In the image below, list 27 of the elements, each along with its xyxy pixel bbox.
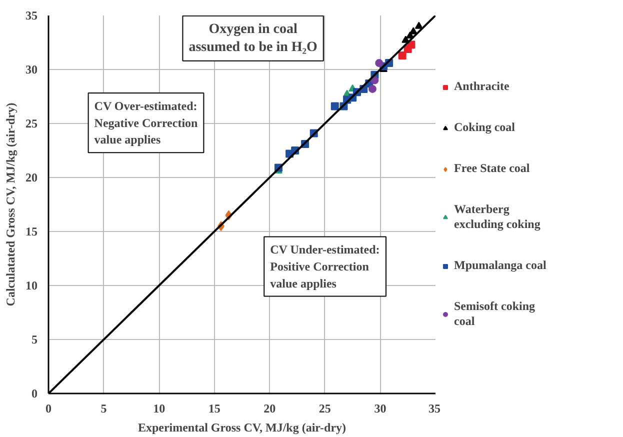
legend-label: Free State coal	[454, 161, 530, 176]
legend-label: Anthracite	[454, 79, 510, 94]
y-tick-label: 20	[26, 170, 38, 184]
x-tick-label: 20	[264, 402, 276, 416]
x-tick-label: 15	[208, 402, 220, 416]
y-axis-title: Calculatated Gross CV, MJ/kg (air-dry)	[4, 102, 18, 306]
legend-label: Mpumalanga coal	[454, 258, 546, 273]
y-tick-label: 35	[26, 8, 38, 22]
x-tick-label: 0	[46, 402, 52, 416]
legend-label: Coking coal	[454, 120, 516, 135]
legend-label: Waterberg excluding coking	[454, 202, 540, 232]
x-tick-label: 30	[374, 402, 386, 416]
y-tick-label: 5	[32, 332, 38, 346]
annotation: Oxygen in coal assumed to be in H₂O	[188, 22, 318, 55]
y-tick-label: 10	[26, 278, 38, 292]
x-axis-title: Experimental Gross CV, MJ/kg (air-dry)	[138, 420, 346, 434]
x-tick-label: 35	[428, 402, 440, 416]
y-tick-label: 30	[26, 62, 38, 76]
x-tick-label: 10	[153, 402, 166, 416]
annotation: CV Under-estimated: Positive Correction value applies	[270, 242, 380, 290]
annotation: CV Over-estimated: Negative Correction value applies	[94, 99, 198, 147]
x-tick-label: 25	[318, 402, 331, 416]
x-tick-label: 5	[100, 402, 107, 416]
y-tick-label: 0	[32, 386, 38, 400]
y-tick-label: 25	[26, 116, 38, 130]
legend-label: Semisoft coking coal	[454, 299, 535, 329]
y-tick-label: 15	[26, 224, 38, 238]
